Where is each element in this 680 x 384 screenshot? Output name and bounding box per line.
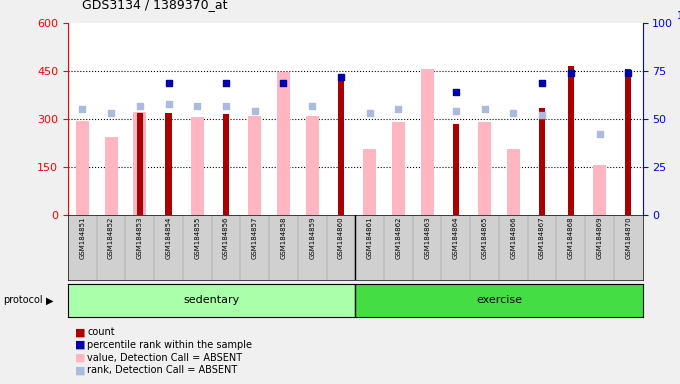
Point [163,101,174,107]
Bar [568,66,574,215]
Bar [248,116,261,215]
Text: GSM184857: GSM184857 [252,216,258,259]
Bar [105,137,118,215]
Bar [355,284,643,317]
Point [77,106,88,113]
Point [594,131,605,137]
Point [220,103,231,109]
Bar [507,149,520,215]
Point [163,79,174,86]
Text: GDS3134 / 1389370_at: GDS3134 / 1389370_at [82,0,227,12]
Text: GSM184855: GSM184855 [194,216,201,259]
Text: exercise: exercise [476,295,522,306]
Bar [478,122,491,215]
Point [278,79,289,86]
Point [192,103,203,109]
Bar [133,112,146,215]
Text: GSM184866: GSM184866 [510,216,516,259]
Bar [539,109,545,215]
Text: GSM184869: GSM184869 [596,216,602,259]
Text: GSM184868: GSM184868 [568,216,574,259]
Point [565,70,576,76]
Bar [191,118,204,215]
Point [537,112,547,118]
Point [450,89,461,95]
Text: percentile rank within the sample: percentile rank within the sample [87,340,252,350]
Bar [76,121,89,215]
Point [393,106,404,113]
Text: GSM184854: GSM184854 [165,216,171,259]
Bar [165,113,172,215]
Bar [453,124,459,215]
Point [335,74,346,80]
Bar [223,114,229,215]
Text: GSM184859: GSM184859 [309,216,316,259]
Text: GSM184853: GSM184853 [137,216,143,259]
Point [135,103,146,109]
Bar [421,70,434,215]
Point [450,108,461,114]
Text: GSM184851: GSM184851 [80,216,86,259]
Text: GSM184860: GSM184860 [338,216,344,259]
Point [105,110,116,116]
Text: GSM184861: GSM184861 [367,216,373,259]
Point [250,108,260,114]
Bar [593,166,606,215]
Point [307,103,318,109]
Point [508,110,519,116]
Bar [363,149,376,215]
Bar [338,74,344,215]
Point [537,79,547,86]
Text: GSM184856: GSM184856 [223,216,229,259]
Text: GSM184862: GSM184862 [395,216,401,259]
Text: ▶: ▶ [46,295,54,306]
Text: value, Detection Call = ABSENT: value, Detection Call = ABSENT [87,353,242,362]
Point [479,106,490,113]
Text: GSM184864: GSM184864 [453,216,459,259]
Text: GSM184852: GSM184852 [108,216,114,259]
Text: ■: ■ [75,353,85,362]
Bar [68,284,355,317]
Text: ■: ■ [75,365,85,375]
Point [220,79,231,86]
Text: ■: ■ [75,327,85,337]
Text: rank, Detection Call = ABSENT: rank, Detection Call = ABSENT [87,365,237,375]
Text: GSM184865: GSM184865 [481,216,488,259]
Text: 100%: 100% [677,11,680,21]
Text: GSM184863: GSM184863 [424,216,430,259]
Bar [137,113,143,215]
Bar [306,116,319,215]
Text: GSM184858: GSM184858 [280,216,286,259]
Point [364,110,375,116]
Text: ■: ■ [75,340,85,350]
Bar [392,122,405,215]
Text: sedentary: sedentary [184,295,240,306]
Bar [277,72,290,215]
Text: GSM184867: GSM184867 [539,216,545,259]
Text: GSM184870: GSM184870 [625,216,631,259]
Bar [625,70,632,215]
Point [623,70,634,76]
Text: protocol: protocol [3,295,43,306]
Text: count: count [87,327,115,337]
